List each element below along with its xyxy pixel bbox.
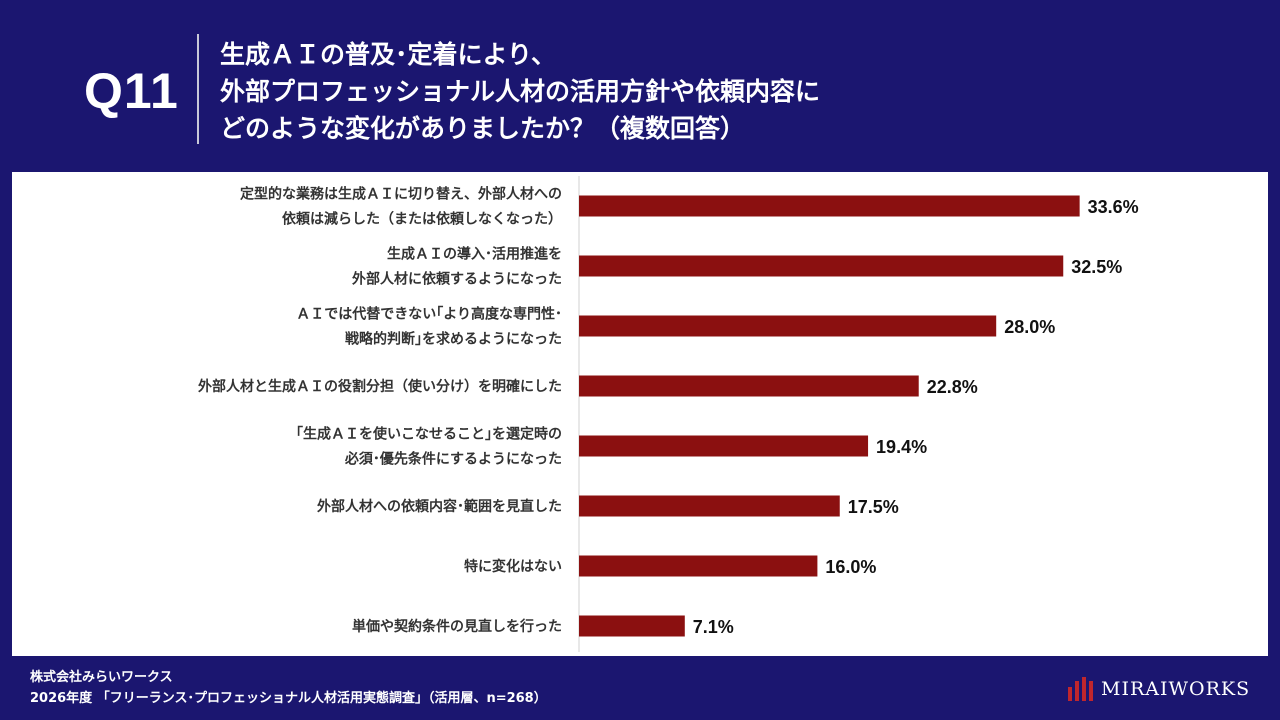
bar-1 xyxy=(579,195,1080,217)
company-name: 株式会社みらいワークス xyxy=(30,670,173,685)
category-label-6-line-1: 外部人材への依頼内容･範囲を見直した xyxy=(317,498,562,515)
value-label-2: 32.5% xyxy=(1071,257,1122,277)
bar-2 xyxy=(579,255,1064,277)
page-title: 生成ＡＩの普及･定着により、 外部プロフェッショナル人材の活用方針や依頼内容に … xyxy=(220,36,820,147)
category-label-2-line-2: 外部人材に依頼するようになった xyxy=(352,271,562,288)
chart-panel: 33.6% 定型的な業務は生成ＡＩに切り替え、外部人材への依頼は減らした（または依… xyxy=(12,172,1268,656)
bar-3 xyxy=(579,315,997,337)
bar-chart: 33.6% 定型的な業務は生成ＡＩに切り替え、外部人材への依頼は減らした（または依… xyxy=(198,176,1139,652)
bar-7 xyxy=(579,555,818,577)
bar-8 xyxy=(579,615,685,637)
title-line-3: どのような変化がありましたか？（複数回答） xyxy=(220,114,746,143)
logo-mark-icon xyxy=(1068,677,1093,701)
title-divider xyxy=(197,34,199,144)
value-label-8: 7.1% xyxy=(693,617,734,637)
logo-text: MIRAIWORKS xyxy=(1101,678,1251,700)
value-label-7: 16.0% xyxy=(825,557,876,577)
category-label-2-line-1: 生成ＡＩの導入･活用推進を xyxy=(387,246,562,263)
value-label-6: 17.5% xyxy=(848,497,899,517)
bar-4 xyxy=(579,375,919,397)
category-label-5-line-2: 必須･優先条件にするようになった xyxy=(344,451,562,468)
question-number: Q11 xyxy=(84,63,179,119)
value-label-5: 19.4% xyxy=(876,437,927,457)
miraiworks-logo: MIRAIWORKS xyxy=(1068,674,1250,704)
category-label-1-line-2: 依頼は減らした（または依頼しなくなった） xyxy=(282,211,562,228)
value-label-3: 28.0% xyxy=(1004,317,1055,337)
category-label-5-line-1: ｢生成ＡＩを使いこなせること｣を選定時の xyxy=(296,426,562,443)
category-label-1-line-1: 定型的な業務は生成ＡＩに切り替え、外部人材への xyxy=(240,186,562,203)
category-label-4-line-1: 外部人材と生成ＡＩの役割分担（使い分け）を明確にした xyxy=(198,378,562,395)
bar-5 xyxy=(579,435,869,457)
title-line-1: 生成ＡＩの普及･定着により、 xyxy=(220,40,557,69)
category-label-8-line-1: 単価や契約条件の見直しを行った xyxy=(352,618,562,635)
bar-6 xyxy=(579,495,840,517)
value-label-4: 22.8% xyxy=(927,377,978,397)
survey-source: 2026年度 「フリーランス･プロフェッショナル人材活用実態調査」（活用層、n=… xyxy=(30,691,547,706)
value-label-1: 33.6% xyxy=(1088,197,1139,217)
category-label-3-line-1: ＡＩでは代替できない｢より高度な専門性･ xyxy=(296,306,562,323)
footer: 株式会社みらいワークス 2026年度 「フリーランス･プロフェッショナル人材活用… xyxy=(30,667,547,709)
category-label-3-line-2: 戦略的判断｣を求めるようになった xyxy=(345,331,562,348)
title-line-2: 外部プロフェッショナル人材の活用方針や依頼内容に xyxy=(220,77,821,106)
category-label-7-line-1: 特に変化はない xyxy=(464,558,562,575)
